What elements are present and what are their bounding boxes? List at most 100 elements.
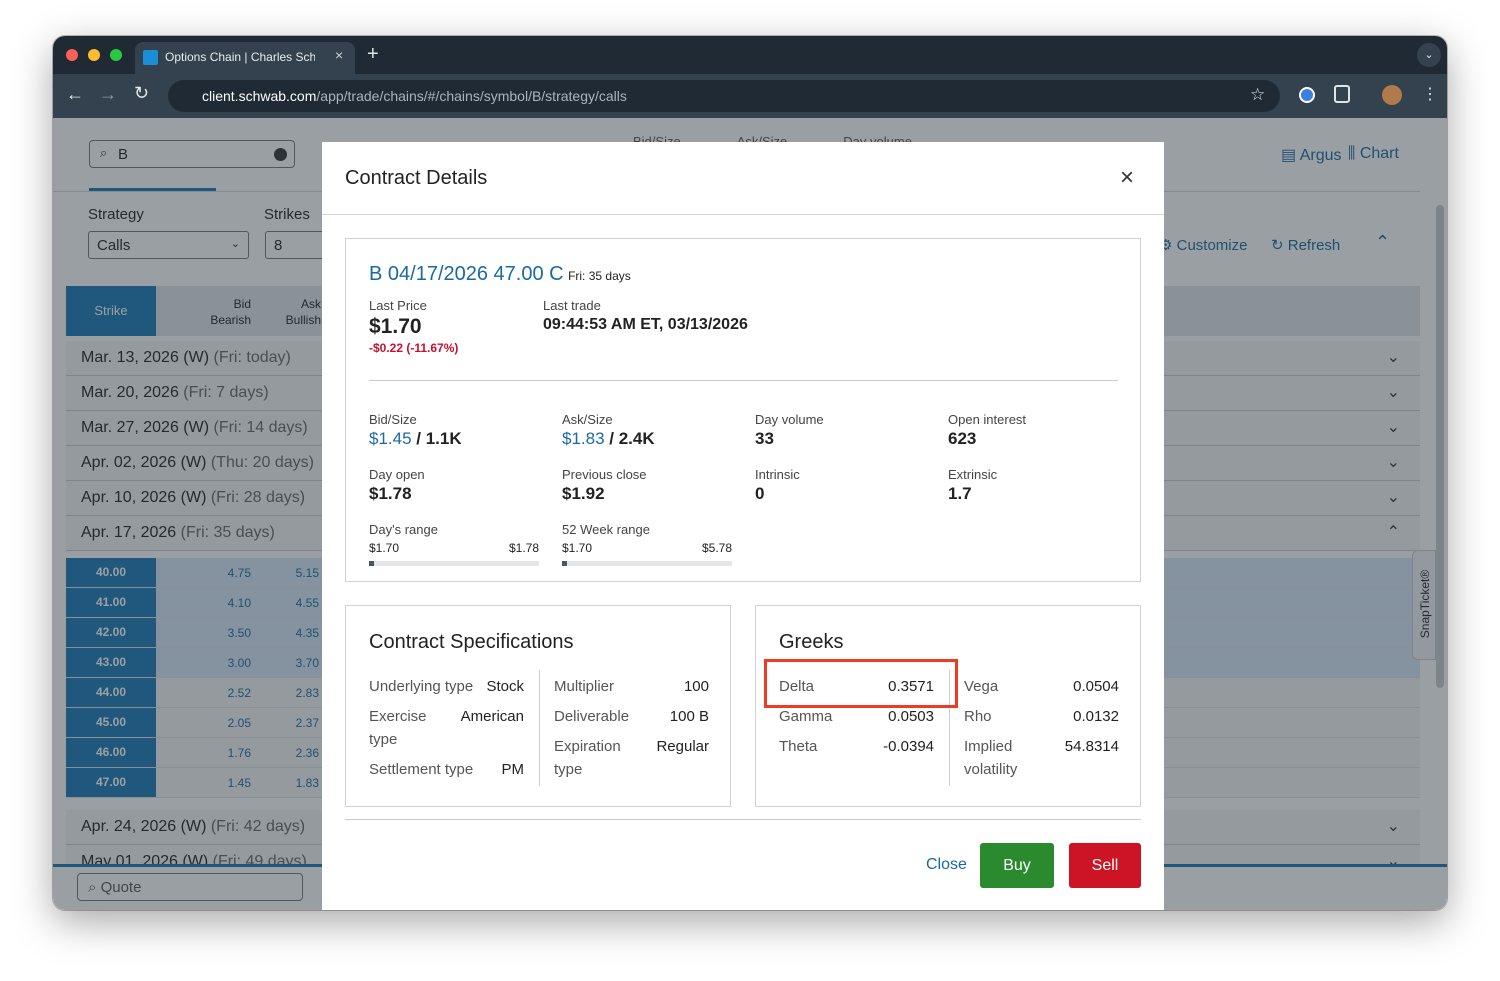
extension-icon[interactable] — [1299, 87, 1315, 103]
refresh-text: Refresh — [1287, 237, 1341, 254]
collapse-button[interactable]: ⌃ — [1375, 232, 1391, 252]
symbol-search[interactable]: ⌕ B — [89, 140, 295, 168]
column: Multiplier 100 Deliverable 100 B Expiration … — [554, 675, 709, 781]
ask-sub: Bullish — [285, 313, 321, 327]
bid-price: 1.76 — [227, 746, 251, 760]
column-divider — [539, 670, 540, 786]
active-tab[interactable]: Options Chain | Charles Schw × — [135, 42, 355, 74]
strike-price: 43.00 — [66, 648, 156, 677]
bid-price: 4.75 — [227, 566, 251, 580]
tab-close[interactable]: × — [335, 47, 344, 63]
bid-price: 4.10 — [227, 596, 251, 610]
clear-search[interactable] — [274, 148, 287, 161]
ask-price: 2.36 — [295, 746, 319, 760]
stat-value: $1.83 / 2.4K — [562, 429, 655, 449]
stat-number: 0 — [755, 484, 765, 503]
stat-label: Intrinsic — [755, 467, 800, 482]
tab-menu[interactable]: ⌄ — [1417, 43, 1441, 67]
chart-link[interactable]: ⫼ Chart — [1348, 145, 1399, 162]
stat-label: Ask/Size — [562, 412, 613, 427]
row-label: Settlement type — [369, 761, 474, 778]
bid-price: 3.50 — [227, 626, 251, 640]
range-low: $1.70 — [369, 541, 400, 555]
expiration-note: (Fri: 14 days) — [213, 419, 308, 436]
refresh-button[interactable]: ↻ Refresh — [1271, 237, 1341, 254]
spec-row: Exercise type American — [369, 705, 524, 751]
row-label: Deliverable — [554, 708, 630, 725]
chevron: ⌄ — [1386, 818, 1400, 835]
reload-button[interactable]: ↻ — [134, 83, 150, 103]
strategy-select[interactable]: Calls ⌄ — [88, 231, 249, 259]
bid-price: 1.45 — [227, 776, 251, 790]
expiration-date: Apr. 17, 2026 — [81, 524, 177, 541]
close-button[interactable]: Close — [926, 856, 967, 873]
spec-row: Expiration type Regular — [554, 735, 709, 781]
row-value: -0.0394 — [883, 738, 934, 755]
range-label: 52 Week range — [562, 522, 650, 537]
expiration-date: Apr. 02, 2026 (W) — [81, 454, 207, 471]
quote-card: B 04/17/2026 47.00 C Fri: 35 days Last P… — [345, 238, 1141, 582]
column: Vega 0.0504 Rho 0.0132 Implied volatility 54.… — [964, 675, 1119, 781]
back-button[interactable]: ← — [66, 84, 84, 104]
expiration-date: Mar. 27, 2026 (W) — [81, 419, 210, 436]
contract-symbol: B 04/17/2026 47.00 C — [369, 263, 564, 285]
contract-details-modal: Contract Details × B 04/17/2026 47.00 C … — [322, 142, 1164, 910]
stat-value: $1.92 — [562, 484, 605, 504]
expiration-note: (Fri: 28 days) — [210, 489, 306, 506]
zoom-dot[interactable] — [110, 49, 122, 61]
modal-title: Contract Details — [345, 167, 488, 189]
stat-value: $1.45 / 1.1K — [369, 429, 462, 449]
contract-days: Fri: 35 days — [568, 269, 631, 283]
price-change: -$0.22 (-11.67%) — [369, 341, 459, 355]
bookmark-star[interactable]: ☆ — [1250, 85, 1266, 104]
chevron: ⌄ — [1386, 384, 1400, 401]
new-tab[interactable]: + — [367, 43, 379, 65]
column: Underlying type Stock Exercise type America… — [369, 675, 524, 781]
stat-value: 1.7 — [948, 484, 972, 504]
bid-header: Bid Bearish — [196, 296, 251, 328]
expiration-note: (Thu: 20 days) — [210, 454, 314, 471]
close-dot[interactable] — [66, 49, 78, 61]
expiration-note: (Fri: today) — [213, 349, 291, 366]
expiration-note: (Fri: 35 days) — [180, 524, 275, 541]
row-value: 100 B — [669, 708, 709, 725]
row-value: Regular — [656, 738, 709, 755]
expiration-date: Mar. 13, 2026 (W) — [81, 349, 210, 366]
strategy-value: Calls — [97, 237, 131, 254]
row-value: Stock — [486, 678, 524, 695]
strike-price: 44.00 — [66, 678, 156, 707]
modal-close-icon[interactable]: × — [1120, 164, 1135, 191]
profile-avatar[interactable] — [1382, 85, 1402, 105]
argus-link[interactable]: ▤ Argus — [1281, 147, 1342, 164]
omnibox[interactable]: client.schwab.com/app/trade/chains/#/cha… — [168, 80, 1280, 112]
bid-price: 3.00 — [227, 656, 251, 670]
row-label: Vega — [964, 678, 999, 695]
chevron: ⌄ — [1386, 419, 1400, 436]
buy-button[interactable]: Buy — [980, 843, 1054, 888]
card-title: Greeks — [779, 631, 844, 653]
row-label: Expiration type — [554, 738, 621, 778]
snapticket-tab[interactable]: SnapTicket® — [1412, 550, 1436, 660]
chevron: ⌄ — [1386, 489, 1400, 506]
sell-button[interactable]: Sell — [1069, 843, 1141, 888]
row-value: 54.8314 — [1064, 738, 1119, 755]
quote-input[interactable]: ⌕ Quote — [77, 873, 303, 901]
spec-row: Deliverable 100 B — [554, 705, 709, 728]
card-title: Contract Specifications — [369, 631, 574, 653]
strike-price: 47.00 — [66, 768, 156, 797]
stat-label: Bid/Size — [369, 412, 417, 427]
browser-menu[interactable]: ⋮ — [1422, 86, 1438, 103]
row-value: American — [460, 708, 524, 725]
range-marker — [562, 561, 567, 566]
extensions-button[interactable] — [1334, 85, 1350, 103]
row-value: 0.3571 — [888, 678, 934, 695]
chevron: ⌃ — [1386, 524, 1400, 541]
row-label: Delta — [779, 678, 815, 695]
minimize-dot[interactable] — [88, 49, 100, 61]
strike-header: Strike — [66, 286, 156, 336]
scrollbar — [1436, 205, 1444, 688]
divider — [322, 214, 1164, 215]
forward-button[interactable]: → — [99, 84, 117, 104]
range-high: $1.78 — [508, 541, 539, 555]
